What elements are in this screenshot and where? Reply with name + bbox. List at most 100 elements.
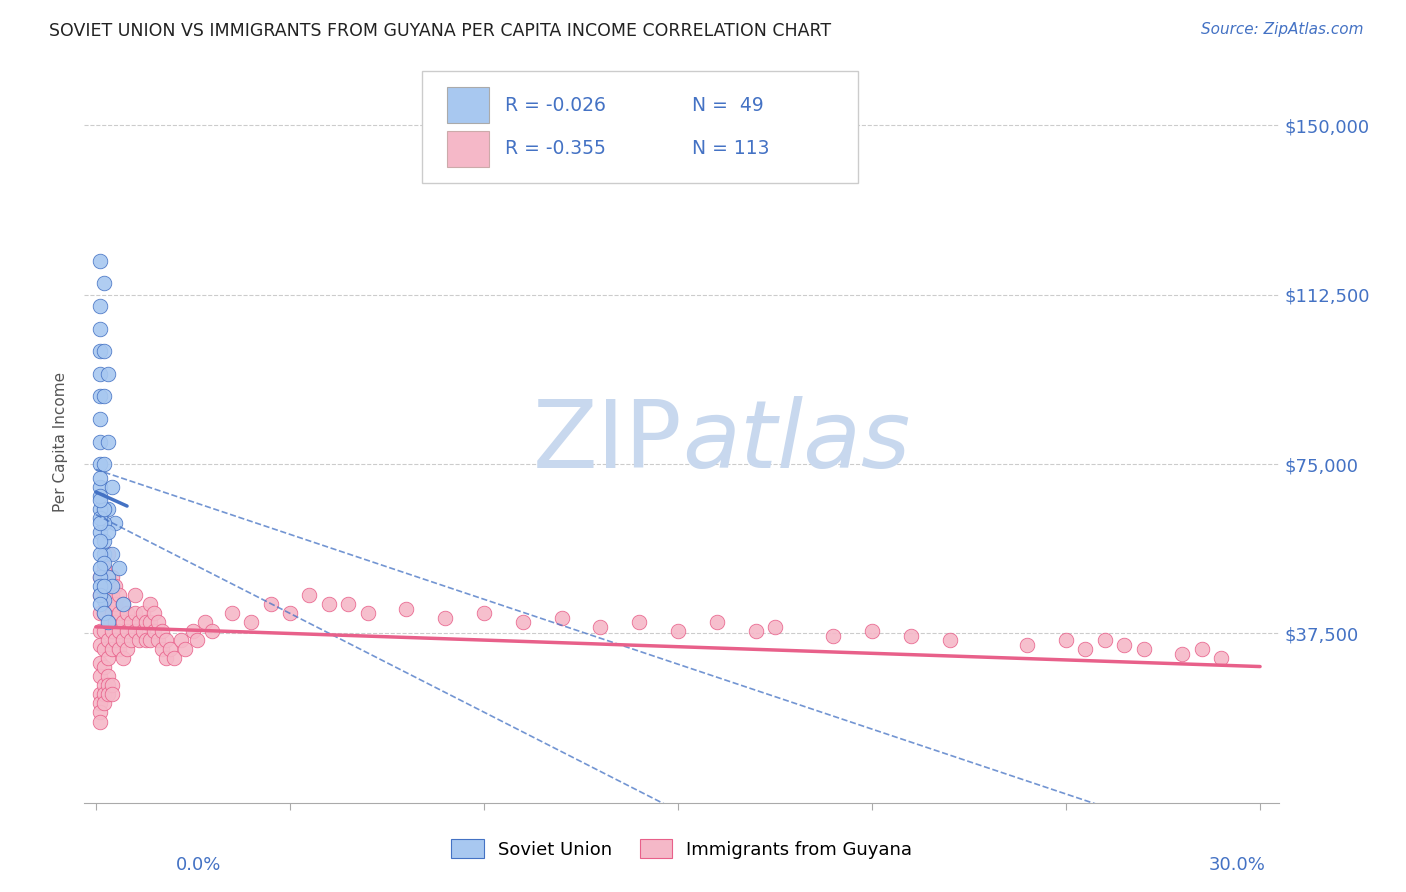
Point xyxy=(143,624,166,639)
Point xyxy=(89,524,111,539)
Text: R = -0.026: R = -0.026 xyxy=(505,95,606,115)
Point xyxy=(139,597,162,611)
Point xyxy=(89,367,111,381)
Point xyxy=(112,633,135,648)
Point xyxy=(97,669,120,683)
Point xyxy=(89,548,111,562)
Point xyxy=(115,624,138,639)
Text: N =  49: N = 49 xyxy=(692,95,763,115)
Point xyxy=(112,597,135,611)
Point xyxy=(93,457,115,471)
Point xyxy=(89,480,111,494)
Point xyxy=(395,601,418,615)
Point xyxy=(135,633,157,648)
Point xyxy=(128,615,150,630)
Point xyxy=(1094,633,1116,648)
Point xyxy=(89,638,111,652)
Point xyxy=(938,633,960,648)
Point xyxy=(89,389,111,403)
Point xyxy=(356,606,378,620)
Point xyxy=(97,651,120,665)
Point xyxy=(89,697,111,711)
Point xyxy=(108,561,131,575)
Point xyxy=(128,633,150,648)
Text: N = 113: N = 113 xyxy=(692,139,769,159)
Point xyxy=(337,597,360,611)
Point xyxy=(104,579,127,593)
Point xyxy=(221,606,243,620)
Point xyxy=(181,624,204,639)
Point xyxy=(100,624,122,639)
Point xyxy=(97,524,120,539)
Point xyxy=(89,344,111,359)
Point xyxy=(1191,642,1213,657)
Point xyxy=(97,615,120,630)
Point xyxy=(186,633,208,648)
Point xyxy=(89,253,111,268)
Point xyxy=(89,511,111,525)
Point xyxy=(89,533,111,548)
Point xyxy=(89,579,111,593)
Point xyxy=(100,642,122,657)
Point xyxy=(112,615,135,630)
Point xyxy=(550,610,572,624)
Point xyxy=(318,597,340,611)
Point xyxy=(97,434,120,449)
Point xyxy=(1211,651,1233,665)
Point xyxy=(112,597,135,611)
Point xyxy=(666,624,689,639)
Text: ZIP: ZIP xyxy=(533,395,682,488)
Point xyxy=(108,624,131,639)
Point xyxy=(155,651,177,665)
Point xyxy=(174,642,197,657)
Point xyxy=(1171,647,1194,661)
Point xyxy=(120,633,142,648)
Point xyxy=(150,642,173,657)
Point xyxy=(112,651,135,665)
Point xyxy=(240,615,263,630)
Point xyxy=(589,620,612,634)
Point xyxy=(150,624,173,639)
Point xyxy=(108,588,131,602)
Point xyxy=(97,367,120,381)
Point xyxy=(93,389,115,403)
Point xyxy=(93,660,115,674)
Point xyxy=(201,624,224,639)
Text: SOVIET UNION VS IMMIGRANTS FROM GUYANA PER CAPITA INCOME CORRELATION CHART: SOVIET UNION VS IMMIGRANTS FROM GUYANA P… xyxy=(49,22,831,40)
Point xyxy=(100,570,122,584)
Point xyxy=(93,502,115,516)
Point xyxy=(93,678,115,692)
Point xyxy=(89,570,111,584)
Point xyxy=(93,277,115,291)
Point xyxy=(89,588,111,602)
Point xyxy=(108,642,131,657)
Point xyxy=(97,570,120,584)
Text: R = -0.355: R = -0.355 xyxy=(505,139,606,159)
Point xyxy=(100,579,122,593)
Point xyxy=(89,561,111,575)
Point xyxy=(89,502,111,516)
Point xyxy=(97,579,120,593)
Point xyxy=(104,516,127,530)
Point xyxy=(97,633,120,648)
Point xyxy=(120,615,142,630)
Point xyxy=(89,570,111,584)
Point xyxy=(89,412,111,426)
Point xyxy=(93,588,115,602)
Point xyxy=(744,624,766,639)
Point xyxy=(89,493,111,508)
Y-axis label: Per Capita Income: Per Capita Income xyxy=(53,371,69,512)
Point xyxy=(139,633,162,648)
Point xyxy=(512,615,534,630)
Text: Source: ZipAtlas.com: Source: ZipAtlas.com xyxy=(1201,22,1364,37)
Point xyxy=(100,678,122,692)
Point xyxy=(89,470,111,484)
Point xyxy=(93,697,115,711)
Point xyxy=(170,633,193,648)
Point xyxy=(434,610,457,624)
Text: 0.0%: 0.0% xyxy=(176,856,221,874)
Point xyxy=(155,633,177,648)
Point xyxy=(89,624,111,639)
Point xyxy=(900,629,922,643)
Point xyxy=(100,606,122,620)
